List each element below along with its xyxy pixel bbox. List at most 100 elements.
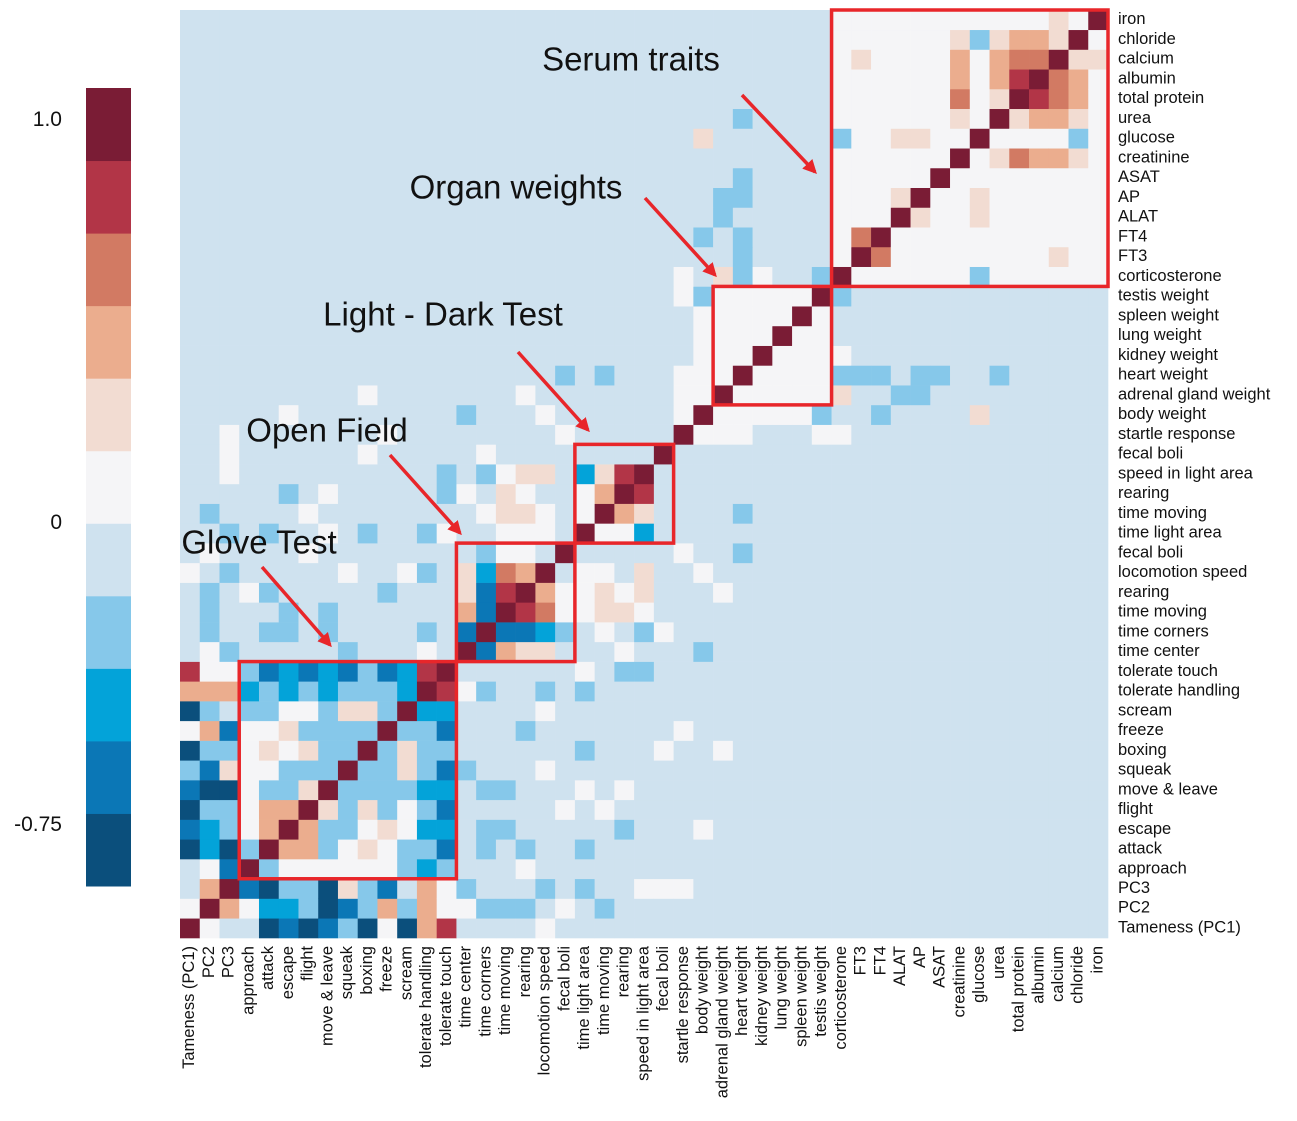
- cell: [989, 187, 1010, 208]
- cell: [397, 286, 418, 307]
- cell: [495, 325, 516, 346]
- cell: [515, 69, 536, 90]
- cell: [1068, 720, 1089, 741]
- cell: [219, 523, 240, 544]
- cell: [397, 483, 418, 504]
- cell: [436, 187, 457, 208]
- cell: [910, 444, 931, 465]
- cell: [1068, 661, 1089, 682]
- cell: [910, 543, 931, 564]
- cell: [258, 878, 280, 899]
- cell: [930, 167, 951, 189]
- cell: [357, 227, 378, 248]
- cell: [653, 187, 674, 208]
- cell: [357, 266, 378, 287]
- cell: [1088, 69, 1109, 90]
- cell: [772, 325, 793, 346]
- cell: [732, 918, 753, 939]
- cell: [1088, 167, 1109, 189]
- cell: [831, 661, 852, 682]
- cell: [871, 424, 892, 445]
- cell: [910, 246, 931, 267]
- cell: [377, 148, 398, 169]
- cell: [1088, 10, 1109, 31]
- cell: [180, 562, 201, 583]
- cell: [693, 681, 714, 702]
- cell: [634, 227, 655, 248]
- cell: [1048, 602, 1069, 623]
- cell: [792, 701, 813, 722]
- cell: [1088, 622, 1109, 643]
- cell: [614, 29, 635, 50]
- cell: [377, 207, 398, 228]
- cell: [318, 523, 339, 544]
- cell: [752, 740, 773, 761]
- cell: [555, 740, 576, 761]
- y-tick-label: scream: [1118, 701, 1172, 719]
- cell: [278, 128, 299, 149]
- cell: [831, 404, 852, 425]
- cell: [634, 819, 655, 840]
- cell: [614, 49, 635, 70]
- cell: [989, 780, 1010, 801]
- cell: [811, 207, 832, 228]
- cell: [772, 108, 793, 129]
- cell: [890, 562, 911, 583]
- cell: [416, 69, 437, 90]
- cell: [298, 483, 319, 504]
- cell: [1048, 641, 1069, 662]
- cell: [1009, 404, 1030, 425]
- cell: [278, 286, 299, 307]
- cell: [416, 878, 437, 899]
- cell: [239, 266, 260, 287]
- cell: [219, 740, 240, 761]
- cell: [713, 187, 734, 208]
- cell: [1048, 839, 1069, 860]
- cell: [792, 740, 813, 761]
- cell: [456, 365, 477, 386]
- cell: [535, 622, 556, 643]
- cell: [713, 780, 734, 801]
- cell: [219, 29, 240, 50]
- cell: [1029, 582, 1050, 603]
- cell: [219, 49, 240, 70]
- cell: [772, 246, 793, 267]
- cell: [653, 562, 674, 583]
- cell: [851, 108, 872, 129]
- cell: [180, 799, 201, 820]
- cell: [495, 266, 516, 287]
- cell: [476, 799, 497, 820]
- cell: [278, 780, 299, 801]
- cell: [495, 918, 516, 939]
- x-tick-label: rearing: [516, 946, 534, 997]
- cell: [397, 10, 418, 31]
- cell: [180, 780, 201, 801]
- cell: [930, 483, 951, 504]
- x-tick-label: body weight: [694, 946, 712, 1034]
- cell: [1048, 740, 1069, 761]
- cell: [180, 88, 201, 110]
- cell: [377, 562, 398, 583]
- cell: [574, 543, 595, 564]
- cell: [219, 464, 240, 485]
- cell: [890, 839, 911, 860]
- cell: [910, 483, 931, 504]
- annotation-arrow: [260, 565, 332, 648]
- cell: [969, 523, 990, 544]
- cell: [337, 661, 359, 682]
- cell: [436, 246, 457, 267]
- cell: [535, 760, 556, 781]
- cell: [930, 306, 951, 327]
- cell: [772, 562, 793, 583]
- cell: [239, 69, 260, 90]
- cell: [594, 523, 615, 544]
- cell: [851, 661, 872, 682]
- cell: [713, 641, 734, 662]
- cell: [792, 602, 813, 623]
- cell: [436, 878, 457, 899]
- cell: [337, 464, 359, 485]
- cell: [199, 444, 220, 465]
- cell: [811, 720, 832, 741]
- cell: [772, 740, 793, 761]
- cell: [397, 385, 418, 406]
